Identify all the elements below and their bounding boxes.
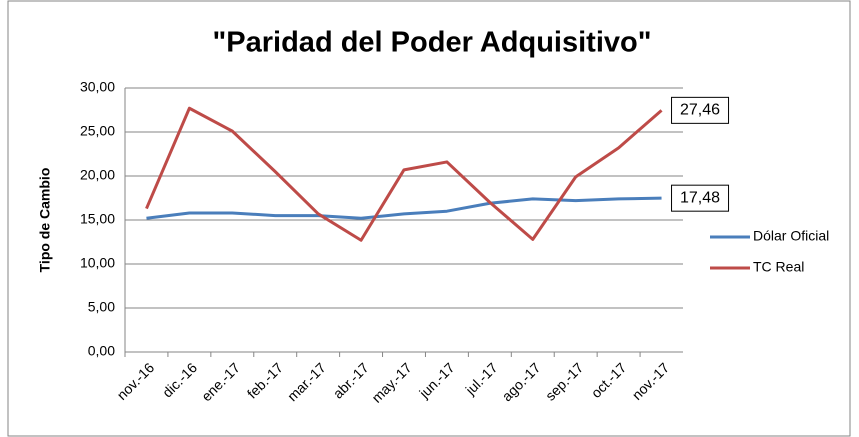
y-tick-label: 15,00 [80,211,115,227]
value-label-box [671,184,730,212]
legend-label: Dólar Oficial [753,228,829,244]
legend-label: TC Real [753,259,804,275]
y-tick-label: 10,00 [80,255,115,271]
series-line [146,196,662,220]
y-tick-label: 25,00 [80,123,115,139]
series-line [145,106,663,242]
chart-title: "Paridad del Poder Adquisitivo" [213,27,652,59]
y-tick-label: 0,00 [88,343,115,359]
y-axis-label: Tipo de Cambio [37,168,53,273]
y-tick-label: 20,00 [80,167,115,183]
y-tick-label: 30,00 [80,79,115,95]
value-label-box [671,96,730,124]
value-label: 17,48 [680,189,720,206]
y-tick-label: 5,00 [88,299,115,315]
value-label: 27,46 [680,102,720,119]
